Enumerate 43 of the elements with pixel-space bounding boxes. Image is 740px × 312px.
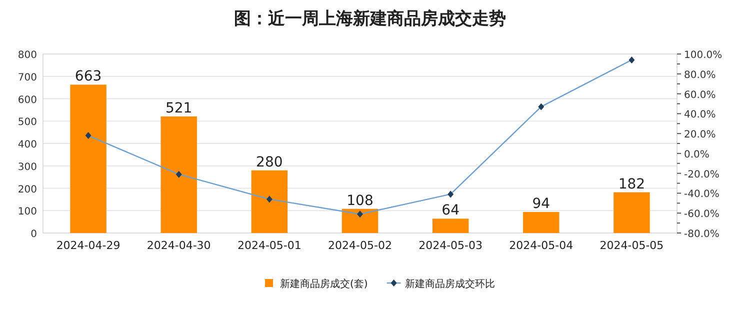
y2-tick-label: -40.0% bbox=[684, 189, 720, 200]
y2-tick-label: 0.0% bbox=[684, 149, 710, 160]
x-tick-label: 2024-05-05 bbox=[600, 239, 664, 252]
x-tick-label: 2024-05-01 bbox=[237, 239, 302, 252]
chart-title: 图：近一周上海新建商品房成交走势 bbox=[234, 9, 506, 29]
bar bbox=[432, 218, 469, 233]
y-tick-label: 800 bbox=[18, 50, 37, 61]
y2-tick-label: 100.0% bbox=[684, 50, 722, 61]
data-label: 94 bbox=[532, 196, 550, 212]
y-tick-label: 400 bbox=[18, 140, 37, 150]
bar bbox=[70, 84, 106, 233]
y-tick-label: 100 bbox=[18, 206, 37, 218]
y2-tick-label: 20.0% bbox=[684, 130, 716, 141]
bar bbox=[523, 212, 560, 233]
bar bbox=[251, 170, 288, 233]
bar bbox=[614, 192, 650, 233]
y2-tick-label: 80.0% bbox=[684, 70, 716, 81]
y-tick-label: 200 bbox=[18, 184, 37, 196]
y-tick-label: 300 bbox=[18, 162, 37, 173]
y-tick-label: 700 bbox=[18, 72, 37, 84]
data-label: 64 bbox=[442, 202, 460, 219]
data-label: 280 bbox=[256, 154, 283, 170]
x-tick-label: 2024-05-04 bbox=[509, 239, 574, 252]
y2-tick-label: 40.0% bbox=[684, 110, 716, 121]
data-label: 108 bbox=[346, 192, 374, 209]
y2-tick-label: -20.0% bbox=[684, 169, 720, 180]
y2-tick-label: -60.0% bbox=[684, 209, 720, 220]
y-tick-label: 600 bbox=[18, 94, 37, 106]
x-tick-label: 2024-04-30 bbox=[146, 239, 211, 252]
bar bbox=[160, 116, 197, 233]
x-tick-label: 2024-05-03 bbox=[418, 239, 483, 252]
data-label: 182 bbox=[618, 176, 646, 192]
x-tick-label: 2024-05-02 bbox=[328, 239, 392, 252]
data-label: 663 bbox=[74, 68, 102, 85]
bar bbox=[342, 208, 378, 233]
legend-label: 新建商品房成交(套) bbox=[280, 278, 368, 290]
y-tick-label: 0 bbox=[30, 229, 37, 240]
x-tick-label: 2024-04-29 bbox=[56, 239, 120, 252]
y-tick-label: 500 bbox=[18, 117, 37, 128]
y2-tick-label: 60.0% bbox=[684, 90, 716, 101]
y2-tick-label: -80.0% bbox=[684, 229, 720, 240]
legend-label: 新建商品房成交环比 bbox=[404, 278, 495, 290]
data-label: 521 bbox=[165, 100, 192, 116]
